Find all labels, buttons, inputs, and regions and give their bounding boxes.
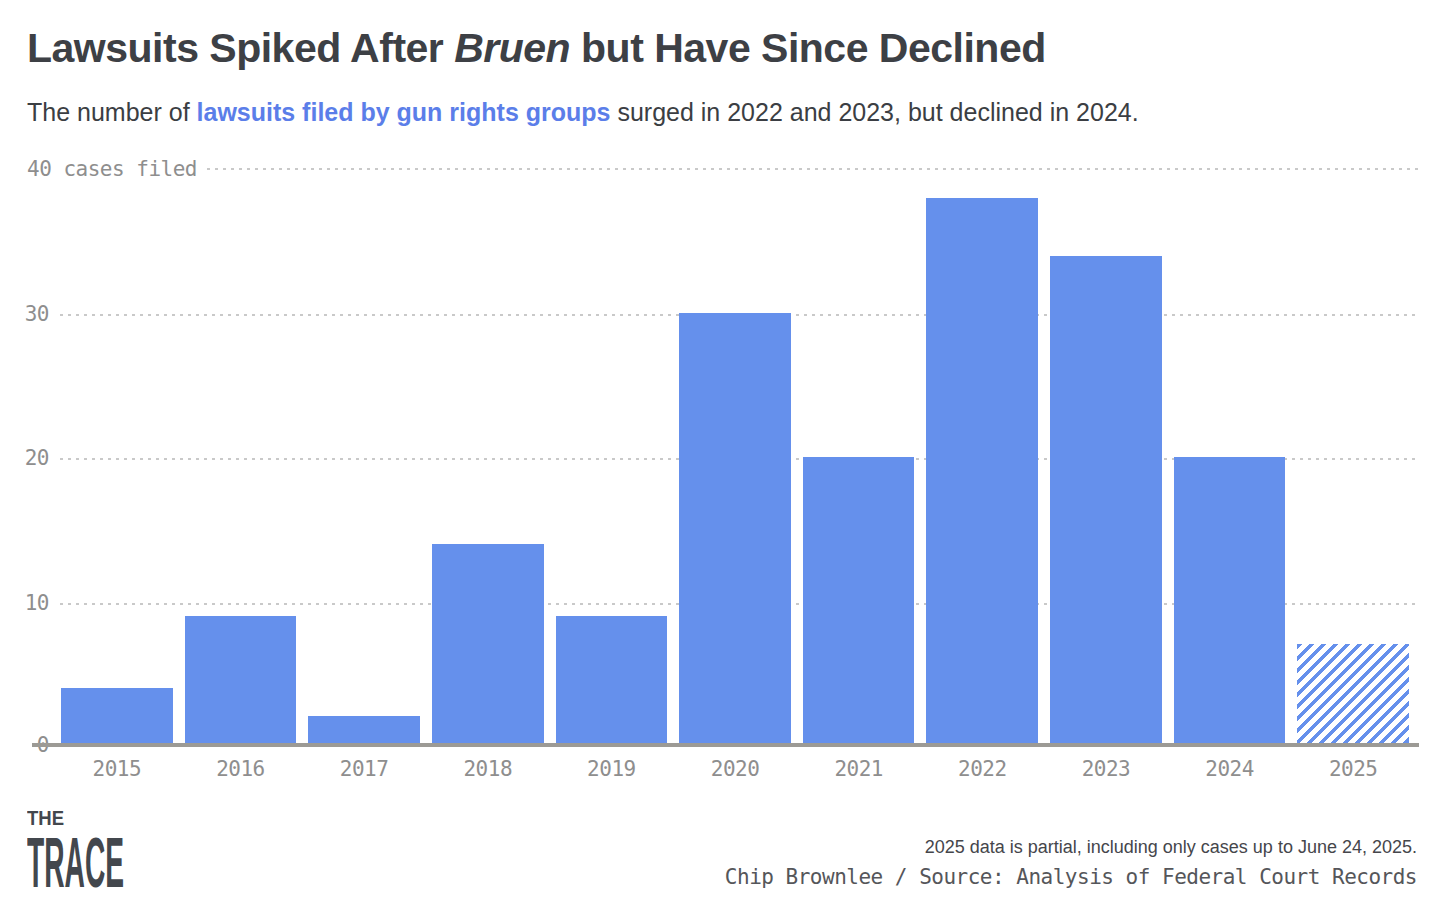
- bar-2024: [1174, 457, 1286, 745]
- bar-2020: [679, 313, 791, 745]
- bar-2017: [308, 716, 420, 745]
- title-italic-bruen: Bruen: [454, 25, 570, 71]
- subtitle-suffix: surged in 2022 and 2023, but declined in…: [610, 98, 1138, 126]
- x-tick-2025: 2025: [1297, 757, 1409, 781]
- bar-2025: [1297, 644, 1409, 745]
- x-tick-2022: 2022: [926, 757, 1038, 781]
- x-tick-2021: 2021: [803, 757, 915, 781]
- bar-2018: [432, 544, 544, 746]
- chart: 40 cases filed 30 20 10 0: [27, 169, 1417, 747]
- y-tick-30: 30: [22, 303, 49, 324]
- y-tick-10: 10: [22, 592, 49, 613]
- x-labels: 2015 2016 2017 2018 2019 2020 2021 2022 2023 2024…: [61, 757, 1409, 781]
- page: Lawsuits Spiked After Bruen but Have Sin…: [0, 0, 1440, 914]
- footnote: 2025 data is partial, including only cas…: [725, 837, 1417, 859]
- bar-2019: [556, 616, 668, 746]
- bar-2023: [1050, 256, 1162, 746]
- subtitle-prefix: The number of: [27, 98, 197, 126]
- bar-2015: [61, 688, 173, 746]
- x-tick-2017: 2017: [308, 757, 420, 781]
- bars: [61, 169, 1409, 745]
- subtitle-link[interactable]: lawsuits filed by gun rights groups: [197, 98, 611, 126]
- the-trace-logo: THE TRACE: [27, 809, 127, 889]
- bar-2016: [185, 616, 297, 746]
- credits-block: 2025 data is partial, including only cas…: [725, 837, 1417, 890]
- bar-2021: [803, 457, 915, 745]
- credit-line: Chip Brownlee / Source: Analysis of Fede…: [725, 866, 1417, 889]
- x-tick-2023: 2023: [1050, 757, 1162, 781]
- x-axis-baseline: [32, 743, 1419, 747]
- title-suffix: but Have Since Declined: [570, 25, 1046, 71]
- x-tick-2019: 2019: [556, 757, 668, 781]
- x-tick-2020: 2020: [679, 757, 791, 781]
- x-tick-2015: 2015: [61, 757, 173, 781]
- bar-2022: [926, 198, 1038, 745]
- logo-trace-text: TRACE: [27, 824, 124, 889]
- x-tick-2016: 2016: [185, 757, 297, 781]
- subtitle: The number of lawsuits filed by gun righ…: [27, 97, 1417, 127]
- x-tick-2024: 2024: [1174, 757, 1286, 781]
- y-tick-20: 20: [22, 448, 49, 469]
- title-prefix: Lawsuits Spiked After: [27, 25, 454, 71]
- footer: THE TRACE 2025 data is partial, includin…: [27, 809, 1417, 889]
- x-tick-2018: 2018: [432, 757, 544, 781]
- page-title: Lawsuits Spiked After Bruen but Have Sin…: [27, 26, 1417, 70]
